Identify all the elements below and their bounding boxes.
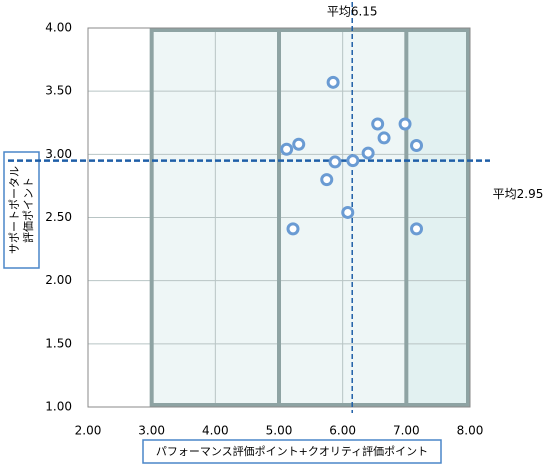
x-tick-label: 7.00 [393,424,420,438]
x-tick-label: 6.00 [329,424,356,438]
x-tick-label: 8.00 [457,424,484,438]
y-tick-label: 3.00 [45,147,72,161]
x-tick-label: 4.00 [202,424,229,438]
y-tick-label: 1.00 [45,400,72,414]
data-point [371,117,385,131]
mean-label: 平均6.15 [327,5,378,19]
x-tick-label: 2.00 [75,424,102,438]
mean-label: 平均2.95 [493,187,544,201]
data-point [328,155,342,169]
data-point [280,142,294,156]
data-point [292,137,306,151]
data-point [326,75,340,89]
y-tick-label: 2.00 [45,273,72,287]
data-point [377,131,391,145]
data-point [341,205,355,219]
data-point [286,222,300,236]
y-tick-label: 4.00 [45,21,72,35]
x-axis-label: パフォーマンス評価ポイント+クオリティ評価ポイント [156,444,428,458]
plot-border [87,27,471,408]
y-tick-label: 2.50 [45,210,72,224]
x-label-box [142,439,442,464]
data-point [320,173,334,187]
y-label-box [3,151,40,269]
data-point [346,154,360,168]
data-point [410,222,424,236]
x-tick-label: 5.00 [266,424,293,438]
y-tick-label: 3.50 [45,84,72,98]
data-point [410,138,424,152]
data-point [398,117,412,131]
y-axis-label: サポートポータル [8,166,21,254]
y-tick-label: 1.50 [45,336,72,350]
data-point [361,146,375,160]
y-axis-label: 評価ポイント [21,177,35,243]
x-tick-label: 3.00 [138,424,165,438]
